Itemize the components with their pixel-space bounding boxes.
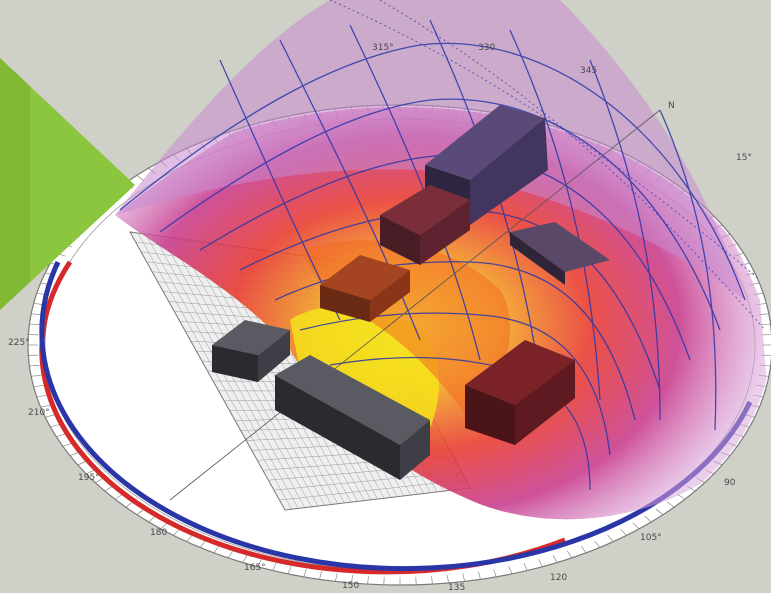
deg-195: 195°	[78, 473, 100, 483]
building-grey-small	[212, 320, 290, 382]
deg-90: 90	[724, 478, 736, 488]
tick-mark	[114, 493, 123, 500]
tick-mark	[538, 559, 543, 567]
tick-mark	[125, 501, 134, 508]
tick-mark	[160, 522, 168, 530]
deg-225: 225°	[8, 338, 30, 348]
tick-mark	[446, 574, 449, 584]
tick-mark	[303, 568, 307, 577]
tick-mark	[62, 442, 73, 447]
deg-15: 15°	[736, 153, 752, 163]
building-orange-cluster	[320, 255, 410, 322]
building-red-block	[380, 185, 470, 265]
tick-mark	[136, 508, 145, 515]
green-accent-triangle	[0, 58, 135, 310]
deg-105: 105°	[640, 533, 662, 543]
tick-mark	[272, 562, 277, 571]
dotted-guides	[329, 0, 766, 331]
tick-mark	[760, 323, 771, 326]
tick-mark	[594, 540, 601, 548]
deg-330: 330	[478, 43, 495, 53]
deg-180: 180	[150, 528, 167, 538]
tick-mark	[287, 566, 292, 575]
tick-mark	[242, 555, 248, 563]
deg-135: 135	[448, 583, 465, 593]
tick-mark	[508, 566, 513, 575]
deg-165: 165°	[244, 563, 266, 573]
building-red-right	[465, 340, 575, 445]
tick-mark	[632, 522, 640, 530]
tick-mark	[36, 394, 47, 398]
tick-mark	[666, 501, 675, 508]
tick-mark	[493, 568, 497, 577]
tick-mark	[199, 540, 206, 548]
tick-mark	[173, 528, 180, 536]
deg-n: N	[668, 101, 675, 111]
tick-mark	[33, 384, 44, 388]
deg-210: 210°	[28, 408, 50, 418]
buildings	[212, 105, 610, 480]
building-grey-long	[275, 355, 430, 480]
tick-mark	[431, 576, 433, 585]
tick-mark	[335, 573, 338, 582]
tick-mark	[552, 555, 558, 563]
deg-345: 345	[580, 66, 597, 76]
north-axis	[169, 109, 661, 501]
site-grid-line	[279, 479, 466, 501]
tick-mark	[227, 550, 234, 559]
tick-mark	[29, 364, 40, 367]
tick-mark	[257, 559, 262, 567]
tick-mark	[136, 175, 145, 182]
tick-mark	[31, 374, 42, 377]
tick-mark	[31, 313, 42, 316]
tick-mark	[367, 576, 369, 585]
tick-mark	[77, 460, 87, 466]
tick-mark	[29, 323, 40, 326]
compass-labels: 315° 330 345 N 15° 225° 210° 195° 180 16…	[8, 43, 752, 593]
tick-mark	[95, 477, 104, 483]
tick-mark	[566, 550, 573, 559]
tick-mark	[148, 515, 156, 523]
tick-mark	[40, 404, 51, 408]
tick-mark	[56, 433, 66, 438]
tick-mark	[462, 573, 465, 582]
tick-mark	[351, 574, 354, 584]
tick-mark	[523, 562, 528, 571]
tick-mark	[86, 469, 95, 475]
building-slab-right	[510, 222, 610, 285]
deg-120: 120	[550, 573, 567, 583]
deg-150: 150	[342, 581, 359, 591]
tick-mark	[644, 515, 652, 523]
tick-mark	[620, 528, 627, 536]
tick-mark	[50, 424, 60, 428]
tick-mark	[186, 534, 193, 542]
tick-mark	[655, 508, 664, 515]
tick-mark	[478, 571, 481, 580]
tick-mark	[104, 485, 113, 492]
tick-mark	[45, 414, 55, 418]
deg-315: 315°	[372, 43, 394, 53]
tick-mark	[319, 571, 322, 580]
sky-dome-upper	[115, 0, 745, 300]
tick-mark	[69, 451, 80, 457]
tick-mark	[580, 545, 587, 554]
tick-mark	[607, 534, 614, 542]
tick-mark	[213, 545, 220, 554]
